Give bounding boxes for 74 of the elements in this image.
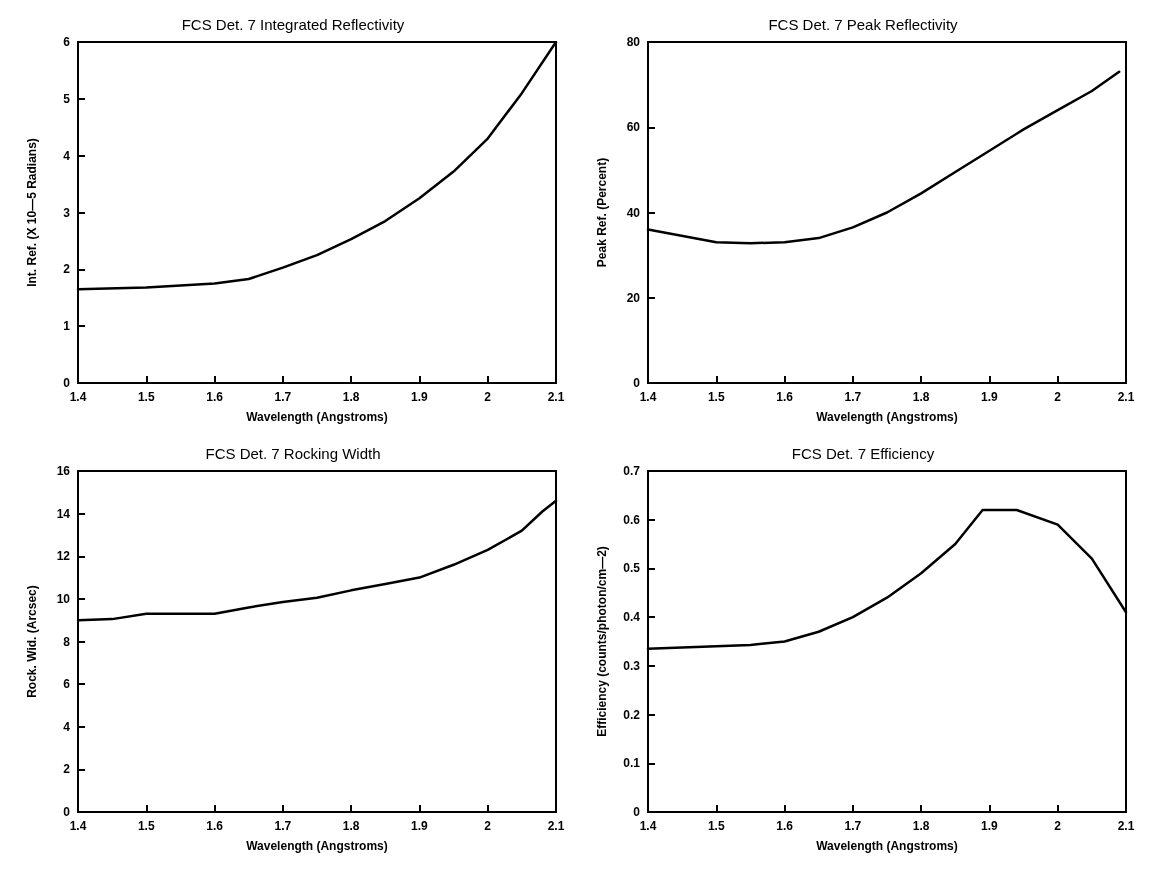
x-tick-label: 1.5 — [137, 390, 155, 404]
chart-title: FCS Det. 7 Peak Reflectivity — [768, 16, 959, 33]
y-tick-label: 1 — [63, 319, 71, 334]
y-axis-title: Int. Ref. (X 10—5 Radians) — [25, 138, 39, 287]
y-tick-label: 0.3 — [623, 658, 641, 673]
y-tick-label: 14 — [56, 506, 71, 521]
x-tick-label: 1.6 — [206, 819, 224, 833]
x-tick-label: 1.8 — [342, 390, 360, 404]
x-tick-label: 1.5 — [707, 819, 725, 833]
y-tick-label: 20 — [626, 290, 641, 305]
x-axis-title: Wavelength (Angstroms) — [246, 839, 388, 853]
y-tick-label: 6 — [63, 677, 71, 692]
x-axis-title: Wavelength (Angstroms) — [816, 839, 958, 853]
x-tick-label: 1.9 — [981, 390, 999, 404]
y-axis-title: Peak Ref. (Percent) — [595, 157, 609, 268]
y-tick-label: 0 — [633, 376, 641, 390]
x-tick-label: 2 — [484, 819, 492, 833]
x-tick-label: 1.4 — [639, 390, 657, 404]
x-axis-title: Wavelength (Angstroms) — [816, 410, 958, 424]
y-tick-label: 0 — [633, 805, 641, 819]
x-tick-label: 1.7 — [844, 390, 862, 404]
x-tick-label: 1.6 — [776, 390, 794, 404]
x-tick-label: 1.8 — [912, 819, 930, 833]
x-tick-label: 2.1 — [1117, 390, 1135, 404]
y-tick-label: 4 — [63, 148, 71, 163]
x-tick-label: 2 — [1054, 819, 1062, 833]
x-tick-label: 1.9 — [411, 819, 429, 833]
x-tick-label: 1.4 — [639, 819, 657, 833]
y-tick-label: 2 — [63, 262, 71, 277]
y-tick-label: 0.7 — [623, 464, 641, 478]
y-tick-label: 8 — [63, 634, 71, 649]
y-tick-label: 0 — [63, 376, 71, 390]
x-tick-label: 1.6 — [776, 819, 794, 833]
y-tick-label: 0.4 — [623, 610, 641, 625]
x-tick-label: 2.1 — [1117, 819, 1135, 833]
x-tick-label: 1.5 — [137, 819, 155, 833]
x-tick-label: 1.7 — [844, 819, 862, 833]
y-tick-label: 0.5 — [623, 561, 641, 576]
x-tick-label: 1.5 — [707, 390, 725, 404]
chart-title: FCS Det. 7 Integrated Reflectivity — [181, 16, 405, 33]
y-tick-label: 0 — [63, 805, 71, 819]
y-tick-label: 6 — [63, 35, 71, 49]
y-tick-label: 60 — [626, 120, 641, 135]
y-tick-label: 0.2 — [623, 707, 641, 722]
y-tick-label: 12 — [56, 549, 71, 564]
y-tick-label: 2 — [63, 762, 71, 777]
y-tick-label: 40 — [626, 205, 641, 220]
y-tick-label: 3 — [63, 205, 71, 220]
chart-title: FCS Det. 7 Efficiency — [791, 445, 935, 462]
x-tick-label: 2.1 — [547, 819, 565, 833]
x-tick-label: 1.9 — [411, 390, 429, 404]
x-tick-label: 2.1 — [547, 390, 565, 404]
y-axis-title: Efficiency (counts/photon/cm—2) — [595, 546, 609, 737]
y-tick-label: 0.6 — [623, 512, 641, 527]
y-tick-label: 16 — [56, 464, 71, 478]
x-tick-label: 2 — [484, 390, 492, 404]
y-tick-label: 80 — [626, 35, 641, 49]
y-tick-label: 0.1 — [623, 756, 641, 771]
x-tick-label: 1.8 — [912, 390, 930, 404]
chart-title: FCS Det. 7 Rocking Width — [205, 445, 381, 462]
y-tick-label: 10 — [56, 591, 71, 606]
x-tick-label: 1.7 — [274, 390, 292, 404]
y-tick-label: 5 — [63, 91, 71, 106]
x-tick-label: 2 — [1054, 390, 1062, 404]
line-series — [646, 70, 1121, 245]
x-tick-label: 1.4 — [69, 819, 87, 833]
x-tick-label: 1.6 — [206, 390, 224, 404]
x-tick-label: 1.4 — [69, 390, 87, 404]
x-axis-title: Wavelength (Angstroms) — [246, 410, 388, 424]
x-tick-label: 1.9 — [981, 819, 999, 833]
y-axis-title: Rock. Wid. (Arcsec) — [25, 585, 39, 698]
x-tick-label: 1.7 — [274, 819, 292, 833]
x-tick-label: 1.8 — [342, 819, 360, 833]
y-tick-label: 4 — [63, 719, 71, 734]
